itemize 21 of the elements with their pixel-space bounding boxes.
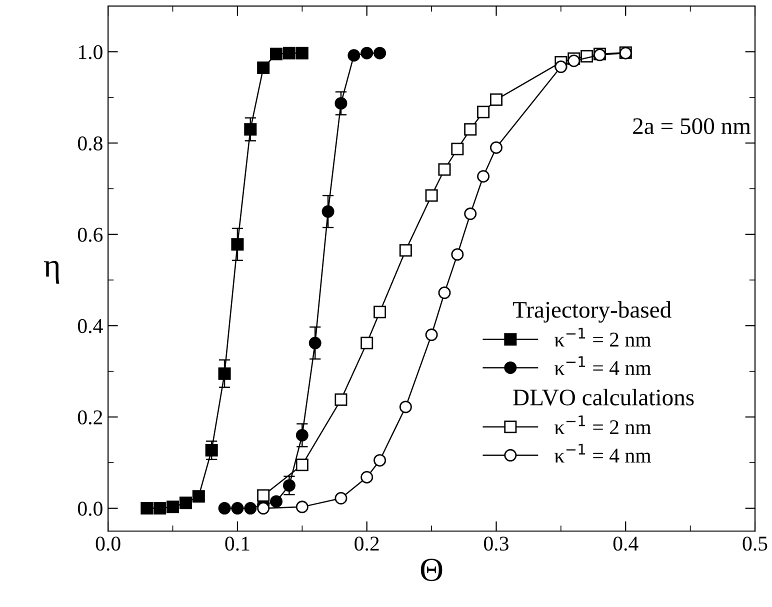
annotation: DLVO calculations: [513, 388, 694, 406]
legend-label: κ$^{−1}$ = 4 nm: [554, 356, 652, 375]
y-tick-label: 0.6: [78, 228, 103, 242]
y-tick-label: 0.8: [78, 136, 102, 151]
legend-label: κ$^{−1}$ = 4 nm: [554, 444, 652, 462]
x-tick-label: 0.0: [96, 536, 120, 551]
annotation: 2a = 500 nm: [633, 118, 751, 134]
legend-label: κ$^{−1}$ = 2 nm: [554, 415, 652, 434]
annotation: Trajectory-based: [512, 301, 672, 323]
y-tick-label: 0.4: [78, 319, 103, 334]
x-tick-label: 0.2: [354, 536, 379, 551]
x-tick-label: 0.3: [484, 536, 508, 551]
y-tick-label: 0.2: [78, 410, 102, 425]
x-tick-label: 0.5: [742, 536, 768, 551]
y-tick-label: 1.0: [79, 45, 102, 60]
x-tick-label: 0.4: [613, 536, 638, 551]
x-axis-title: Θ: [420, 558, 442, 582]
legend-label: κ$^{−1}$ = 2 nm: [554, 328, 652, 346]
y-tick-label: 0.0: [78, 502, 102, 516]
y-axis-title: η: [44, 260, 60, 284]
x-tick-label: 0.1: [225, 536, 250, 551]
